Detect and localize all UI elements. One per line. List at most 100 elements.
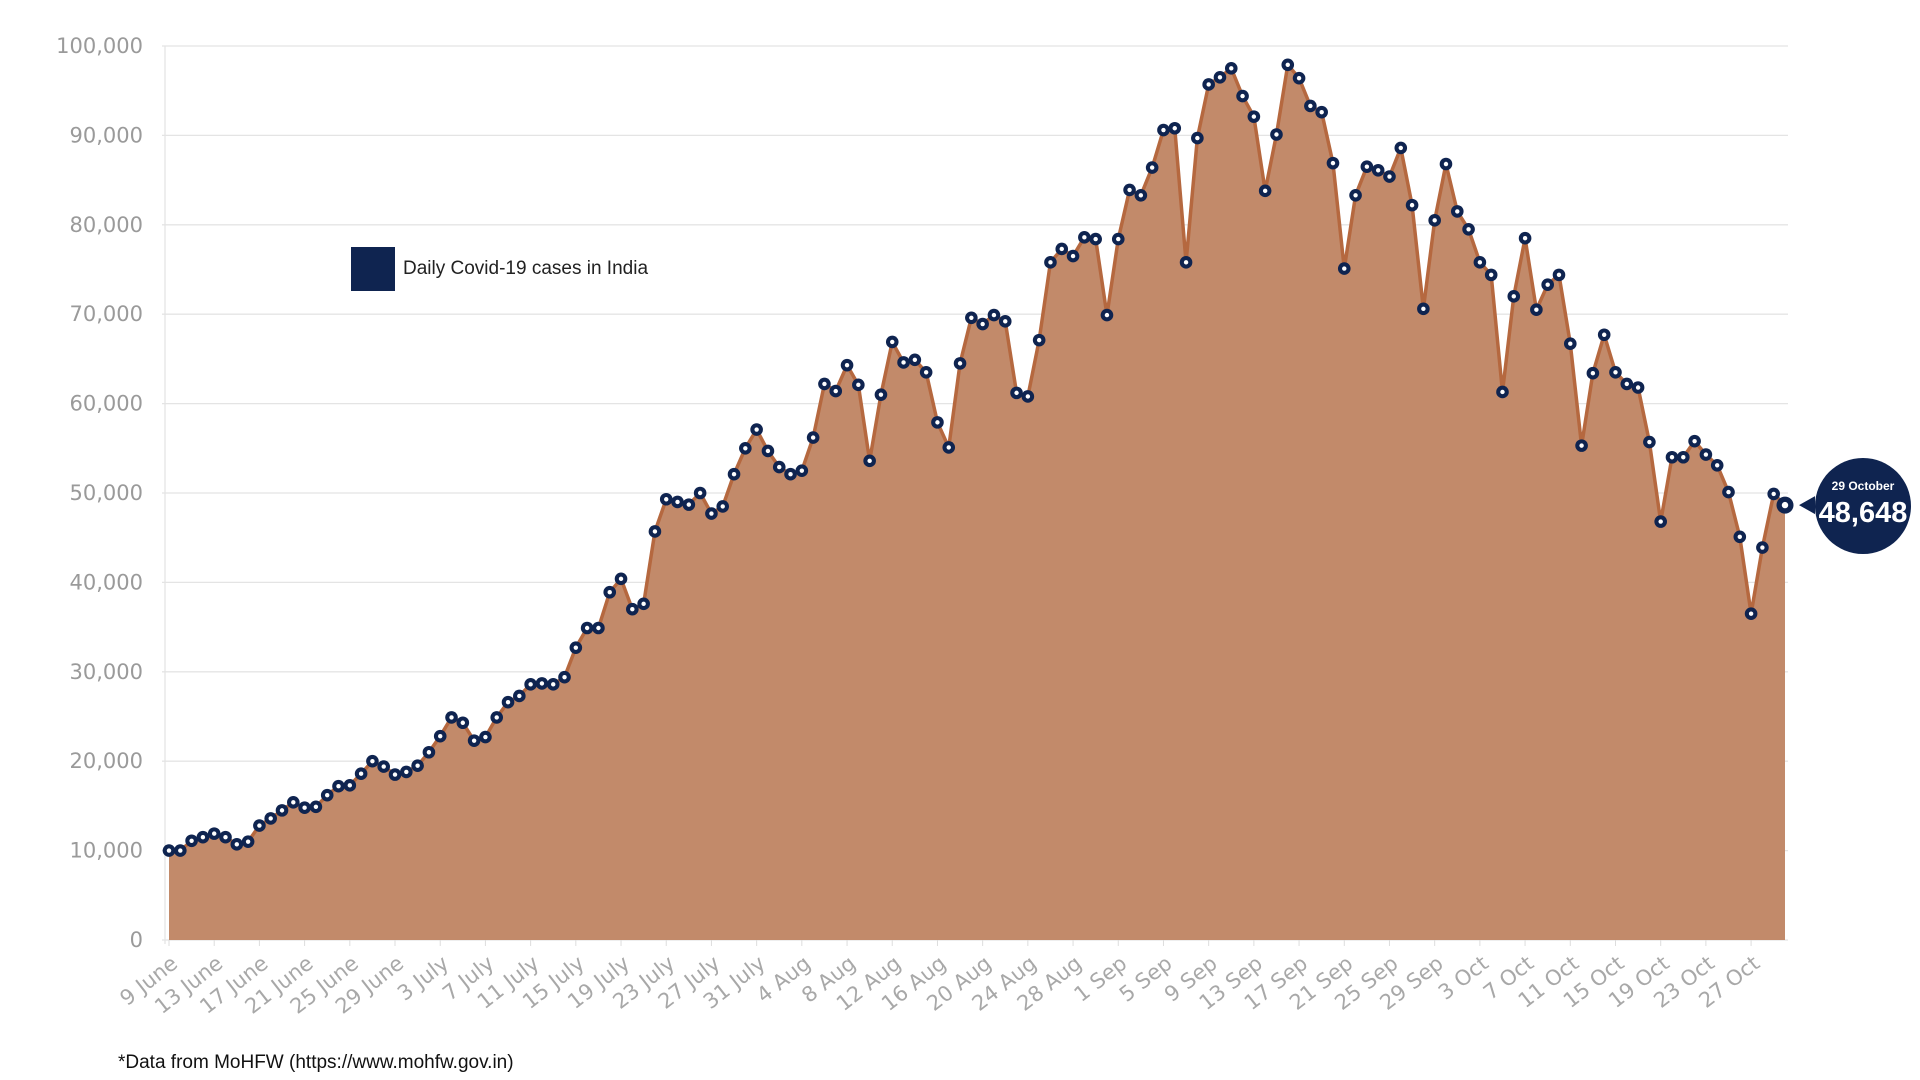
data-point xyxy=(1710,458,1724,472)
data-point-center xyxy=(697,490,703,496)
data-point xyxy=(1609,366,1622,379)
x-tick-label: 3 July xyxy=(393,951,453,1006)
data-point-center xyxy=(1703,452,1709,457)
data-point-center xyxy=(957,361,963,366)
data-point xyxy=(422,745,436,759)
data-point xyxy=(1292,71,1306,85)
data-point-center xyxy=(404,769,409,775)
data-point xyxy=(1688,434,1701,448)
data-point xyxy=(727,467,741,481)
data-point-center xyxy=(370,759,375,764)
data-point xyxy=(1213,70,1227,84)
data-point-center xyxy=(1127,187,1132,193)
data-point xyxy=(931,416,944,429)
data-point-center xyxy=(878,392,884,397)
data-point-center xyxy=(1579,443,1584,448)
data-point-center xyxy=(1149,165,1155,170)
callout-circle xyxy=(1815,458,1911,554)
y-tick-label: 100,000 xyxy=(56,34,143,58)
data-point-center xyxy=(1036,337,1042,343)
data-point-center xyxy=(946,445,951,450)
data-point xyxy=(1010,386,1023,400)
data-point xyxy=(1383,170,1396,183)
data-point-center xyxy=(935,420,940,425)
data-point-center xyxy=(1025,394,1031,399)
data-point-center xyxy=(1522,236,1528,241)
data-point-center xyxy=(551,682,556,687)
data-point xyxy=(1563,337,1577,351)
data-point xyxy=(965,311,978,325)
data-point-center xyxy=(1161,127,1166,133)
source-note: *Data from MoHFW (https://www.mohfw.gov.… xyxy=(118,1052,514,1073)
data-point-center xyxy=(664,497,669,502)
data-point xyxy=(366,754,379,768)
data-point-center xyxy=(652,529,658,534)
data-point-center xyxy=(980,321,985,327)
data-point xyxy=(1439,157,1453,171)
data-point xyxy=(761,444,775,458)
data-point-center xyxy=(392,772,398,777)
data-point-center xyxy=(1534,307,1539,312)
data-point-center xyxy=(1545,282,1550,287)
data-point xyxy=(603,585,617,599)
data-point xyxy=(795,464,809,477)
data-point-center xyxy=(743,446,748,451)
data-point xyxy=(806,431,820,444)
data-point-center xyxy=(257,823,262,828)
y-tick-label: 10,000 xyxy=(70,839,143,863)
data-point xyxy=(1111,232,1125,246)
data-point-center xyxy=(471,738,477,743)
data-point-center xyxy=(1308,103,1313,109)
data-point-center xyxy=(856,382,861,388)
data-point xyxy=(682,498,696,511)
data-point xyxy=(524,678,537,691)
data-point-center xyxy=(189,838,194,843)
data-point xyxy=(230,838,244,851)
data-point-center xyxy=(517,693,522,699)
data-point-center xyxy=(313,804,319,809)
data-point xyxy=(919,366,933,379)
data-point-center xyxy=(166,848,172,853)
data-point-center xyxy=(630,607,635,612)
data-point xyxy=(1417,302,1430,316)
data-point-center xyxy=(1082,235,1087,240)
data-point xyxy=(479,730,492,744)
data-point xyxy=(185,834,198,848)
data-point-center xyxy=(1500,389,1505,395)
data-point-center xyxy=(1014,390,1019,396)
data-point xyxy=(852,378,865,392)
data-point-center xyxy=(1003,319,1008,324)
data-point-center xyxy=(596,625,601,631)
data-point-center xyxy=(562,674,567,680)
data-point xyxy=(490,711,504,724)
data-point xyxy=(750,423,763,436)
callout-value: 48,648 xyxy=(1819,497,1908,529)
data-point-center xyxy=(720,504,725,509)
data-point xyxy=(1078,231,1091,244)
data-point xyxy=(987,308,1001,322)
data-point xyxy=(388,768,402,781)
data-point-center xyxy=(268,816,273,821)
data-point xyxy=(1428,214,1441,227)
data-point xyxy=(1484,268,1498,282)
data-point xyxy=(287,796,300,809)
data-point-center xyxy=(1443,161,1449,167)
data-point xyxy=(1643,435,1656,449)
data-point xyxy=(253,819,266,832)
data-point-center xyxy=(539,681,545,686)
data-point-center xyxy=(799,468,805,473)
data-point-center xyxy=(245,839,251,844)
data-point-center xyxy=(991,312,997,318)
data-point xyxy=(1326,156,1340,170)
data-point-center xyxy=(1330,160,1336,166)
data-point xyxy=(885,335,899,349)
data-point-center xyxy=(358,771,364,776)
data-point xyxy=(207,827,221,840)
data-point-center xyxy=(291,800,296,805)
data-point xyxy=(1281,58,1295,72)
data-point-center xyxy=(1669,455,1675,460)
data-point xyxy=(332,779,345,793)
data-point-center xyxy=(1048,260,1053,265)
data-point-center xyxy=(1556,272,1562,278)
data-point xyxy=(1450,205,1464,218)
